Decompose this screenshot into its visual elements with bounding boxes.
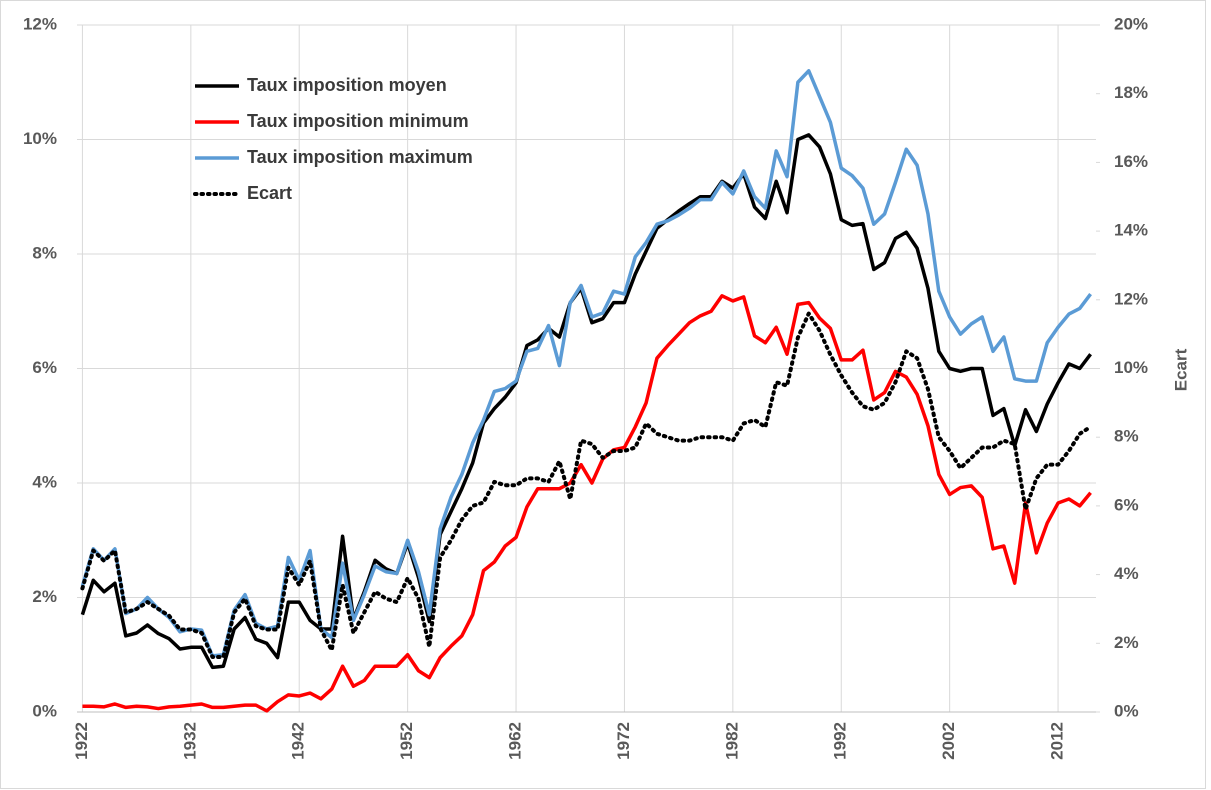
y-tick-label: 6% (32, 358, 57, 377)
x-tick-label: 1962 (506, 722, 525, 760)
legend-label: Taux imposition maximum (247, 147, 473, 167)
y2-tick-label: 16% (1114, 152, 1148, 171)
legend-label: Taux imposition moyen (247, 75, 447, 95)
y2-tick-label: 18% (1114, 83, 1148, 102)
x-tick-label: 1972 (614, 722, 633, 760)
y2-tick-label: 20% (1114, 14, 1148, 33)
x-tick-label: 1982 (722, 722, 741, 760)
y2-tick-label: 2% (1114, 633, 1139, 652)
series-line (82, 294, 1092, 713)
y2-tick-label: 12% (1114, 289, 1148, 308)
y2-tick-label: 8% (1114, 427, 1139, 446)
series-line (80, 311, 1093, 660)
y2-tick-label: 6% (1114, 495, 1139, 514)
y-tick-label: 2% (32, 587, 57, 606)
y-tick-label: 4% (32, 472, 57, 491)
x-tick-label: 2012 (1048, 722, 1067, 760)
legend-label: Ecart (247, 183, 292, 203)
x-tick-label: 1932 (180, 722, 199, 760)
y2-tick-label: 4% (1114, 564, 1139, 583)
legend-label: Taux imposition minimum (247, 111, 469, 131)
x-tick-label: 1922 (72, 722, 91, 760)
y2-axis-label: Ecart (1171, 348, 1190, 391)
x-tick-label: 1952 (397, 722, 416, 760)
y-tick-label: 12% (23, 14, 57, 33)
x-tick-label: 1942 (289, 722, 308, 760)
y-tick-label: 8% (32, 243, 57, 262)
y-tick-label: 0% (32, 701, 57, 720)
y2-tick-label: 14% (1114, 221, 1148, 240)
x-tick-label: 2002 (939, 722, 958, 760)
y2-tick-label: 0% (1114, 701, 1139, 720)
x-tick-label: 1992 (831, 722, 850, 760)
y2-tick-label: 10% (1114, 358, 1148, 377)
y-tick-label: 10% (23, 129, 57, 148)
